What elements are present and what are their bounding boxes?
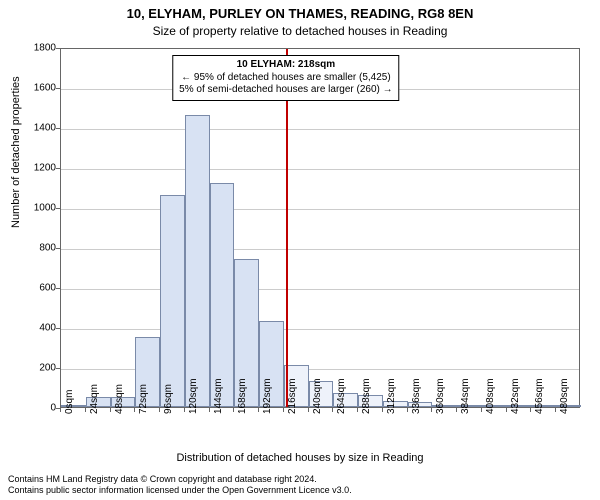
gridline-h <box>61 329 579 330</box>
y-tick-label: 600 <box>6 283 56 294</box>
x-tick-mark <box>184 408 185 412</box>
y-tick-mark <box>56 48 60 49</box>
x-tick-mark <box>530 408 531 412</box>
gridline-h <box>61 209 579 210</box>
y-tick-mark <box>56 88 60 89</box>
reference-line <box>286 49 288 407</box>
x-tick-mark <box>332 408 333 412</box>
annotation-smaller: ← 95% of detached houses are smaller (5,… <box>179 72 392 85</box>
x-tick-mark <box>85 408 86 412</box>
y-tick-label: 0 <box>6 403 56 414</box>
x-tick-mark <box>431 408 432 412</box>
y-tick-label: 200 <box>6 363 56 374</box>
y-tick-mark <box>56 128 60 129</box>
x-tick-mark <box>110 408 111 412</box>
gridline-h <box>61 249 579 250</box>
x-tick-mark <box>258 408 259 412</box>
plot-area: 10 ELYHAM: 218sqm← 95% of detached house… <box>60 48 580 408</box>
x-tick-mark <box>407 408 408 412</box>
gridline-h <box>61 169 579 170</box>
chart-title-description: Size of property relative to detached ho… <box>0 24 600 38</box>
x-tick-mark <box>382 408 383 412</box>
x-tick-mark <box>506 408 507 412</box>
y-tick-label: 1000 <box>6 203 56 214</box>
y-tick-label: 1600 <box>6 83 56 94</box>
y-tick-mark <box>56 328 60 329</box>
annotation-larger: 5% of semi-detached houses are larger (2… <box>179 84 392 97</box>
y-tick-label: 1200 <box>6 163 56 174</box>
y-tick-label: 1800 <box>6 43 56 54</box>
y-tick-label: 800 <box>6 243 56 254</box>
x-axis-label: Distribution of detached houses by size … <box>0 452 600 464</box>
x-tick-mark <box>233 408 234 412</box>
x-tick-mark <box>308 408 309 412</box>
annotation-title: 10 ELYHAM: 218sqm <box>179 59 392 72</box>
histogram-bar <box>185 115 210 407</box>
x-tick-mark <box>209 408 210 412</box>
histogram-bar <box>210 183 235 407</box>
x-tick-mark <box>60 408 61 412</box>
attribution-footer: Contains HM Land Registry data © Crown c… <box>8 474 352 496</box>
gridline-h <box>61 129 579 130</box>
y-tick-label: 400 <box>6 323 56 334</box>
y-tick-mark <box>56 168 60 169</box>
footer-line-2: Contains public sector information licen… <box>8 485 352 496</box>
x-tick-mark <box>456 408 457 412</box>
x-tick-mark <box>357 408 358 412</box>
y-tick-mark <box>56 248 60 249</box>
chart-title-address: 10, ELYHAM, PURLEY ON THAMES, READING, R… <box>0 6 600 21</box>
y-tick-mark <box>56 288 60 289</box>
y-tick-mark <box>56 208 60 209</box>
x-tick-mark <box>159 408 160 412</box>
footer-line-1: Contains HM Land Registry data © Crown c… <box>8 474 352 485</box>
y-tick-label: 1400 <box>6 123 56 134</box>
gridline-h <box>61 289 579 290</box>
histogram-bar <box>160 195 185 407</box>
x-tick-mark <box>283 408 284 412</box>
x-tick-mark <box>134 408 135 412</box>
y-tick-mark <box>56 368 60 369</box>
annotation-box: 10 ELYHAM: 218sqm← 95% of detached house… <box>172 55 399 101</box>
x-tick-mark <box>555 408 556 412</box>
x-tick-mark <box>481 408 482 412</box>
